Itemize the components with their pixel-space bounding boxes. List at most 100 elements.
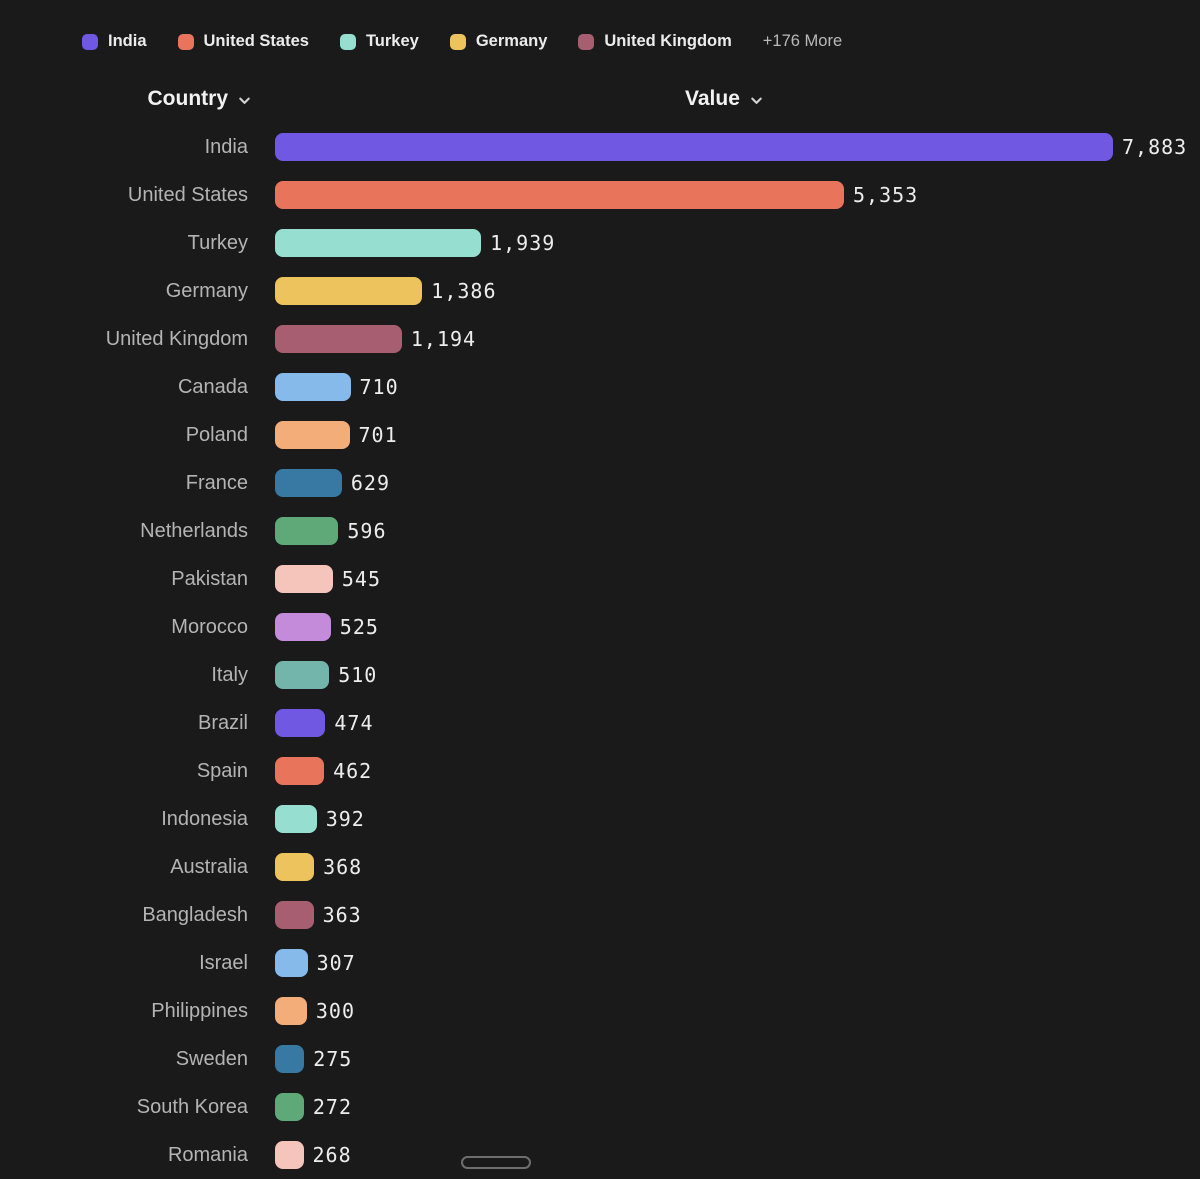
bar[interactable] — [275, 469, 342, 497]
row-label: United Kingdom — [105, 327, 248, 350]
bar-rows: India 7,883 United States 5,353 Turkey 1,939 G… — [0, 123, 1200, 1179]
bar-value: 462 — [333, 759, 373, 783]
legend-item[interactable]: United States — [177, 32, 309, 51]
legend-swatch — [339, 33, 356, 50]
bar-value: 275 — [313, 1047, 353, 1071]
table-row: Indonesia 392 — [0, 795, 1200, 843]
table-row: Italy 510 — [0, 651, 1200, 699]
table-row: Canada 710 — [0, 363, 1200, 411]
row-label: Sweden — [175, 1047, 248, 1070]
table-row: Spain 462 — [0, 747, 1200, 795]
bar[interactable] — [275, 1093, 304, 1121]
row-label: India — [204, 135, 248, 158]
legend-swatch — [177, 33, 194, 50]
legend-more[interactable]: +176 More — [762, 32, 843, 50]
bar[interactable] — [275, 709, 326, 737]
country-column-header[interactable]: Country — [0, 84, 252, 114]
row-label: Bangladesh — [142, 903, 248, 926]
row-label: Romania — [167, 1143, 248, 1166]
row-label: Netherlands — [140, 519, 248, 542]
value-column-header[interactable]: Value — [685, 84, 764, 114]
bar[interactable] — [275, 757, 325, 785]
bar-value: 1,386 — [431, 279, 497, 303]
bar[interactable] — [275, 901, 314, 929]
row-label: Israel — [199, 951, 248, 974]
legend-swatch — [449, 33, 466, 50]
table-row: United Kingdom 1,194 — [0, 315, 1200, 363]
bar[interactable] — [275, 997, 307, 1025]
bar[interactable] — [275, 1045, 305, 1073]
bar[interactable] — [275, 949, 308, 977]
table-row: Netherlands 596 — [0, 507, 1200, 555]
table-row: Philippines 300 — [0, 987, 1200, 1035]
table-row: Germany 1,386 — [0, 267, 1200, 315]
bar[interactable] — [275, 325, 402, 353]
legend-item-label: Germany — [475, 32, 548, 50]
bar-value: 272 — [312, 1095, 353, 1119]
bar-value: 474 — [334, 711, 374, 735]
bar[interactable] — [275, 133, 1113, 161]
bar[interactable] — [275, 373, 351, 401]
table-row: South Korea 272 — [0, 1083, 1200, 1131]
value-column-label: Value — [685, 87, 740, 110]
row-label: Turkey — [187, 231, 248, 254]
row-label: Italy — [211, 663, 248, 686]
bar[interactable] — [275, 277, 423, 305]
bar-value: 363 — [322, 903, 362, 927]
legend-item[interactable]: Turkey — [339, 32, 419, 51]
row-label: Germany — [165, 279, 248, 302]
bar-value: 1,939 — [490, 231, 556, 255]
bar[interactable] — [275, 517, 339, 545]
row-label: Spain — [196, 759, 248, 782]
table-row: Bangladesh 363 — [0, 891, 1200, 939]
table-row: Morocco 525 — [0, 603, 1200, 651]
bar-value: 300 — [315, 999, 356, 1023]
row-label: Australia — [170, 855, 248, 878]
chevron-down-icon — [237, 93, 252, 108]
table-row: Australia 368 — [0, 843, 1200, 891]
legend-item-label: United States — [203, 32, 309, 50]
bar-value: 7,883 — [1122, 135, 1188, 159]
bar-value: 525 — [339, 615, 379, 639]
bar-value: 701 — [358, 423, 398, 447]
bar-value: 510 — [338, 663, 378, 687]
row-label: Morocco — [171, 615, 248, 638]
legend-item[interactable]: United Kingdom — [578, 32, 732, 51]
row-label: Indonesia — [161, 807, 248, 830]
bar[interactable] — [275, 613, 331, 641]
legend-swatch — [578, 33, 595, 50]
bar-value: 392 — [325, 807, 365, 831]
table-row: Turkey 1,939 — [0, 219, 1200, 267]
bar[interactable] — [275, 853, 315, 881]
bar[interactable] — [275, 229, 482, 257]
row-label: Philippines — [151, 999, 248, 1022]
bar-value: 5,353 — [853, 183, 919, 207]
bar[interactable] — [275, 181, 844, 209]
legend-swatch — [82, 33, 98, 50]
chevron-down-icon — [749, 93, 764, 108]
table-row: Pakistan 545 — [0, 555, 1200, 603]
table-row: India 7,883 — [0, 123, 1200, 171]
bar[interactable] — [275, 661, 330, 689]
bar[interactable] — [275, 421, 350, 449]
bar[interactable] — [275, 565, 333, 593]
legend-item[interactable]: India — [82, 32, 147, 51]
row-label: France — [185, 471, 248, 494]
row-label: Brazil — [197, 711, 248, 734]
legend-item-label: Turkey — [365, 32, 419, 50]
country-column-label: Country — [147, 87, 229, 110]
row-label: South Korea — [136, 1095, 248, 1118]
table-row: Poland 701 — [0, 411, 1200, 459]
bar[interactable] — [275, 1141, 304, 1169]
row-label: Pakistan — [171, 567, 248, 590]
row-label: Canada — [177, 375, 248, 398]
bar-value: 307 — [316, 951, 356, 975]
table-row: Israel 307 — [0, 939, 1200, 987]
bar[interactable] — [275, 805, 317, 833]
horizontal-scrollbar[interactable] — [461, 1156, 531, 1169]
legend: India United States Turkey Germany United Ki… — [82, 32, 842, 51]
table-row: Sweden 275 — [0, 1035, 1200, 1083]
legend-item[interactable]: Germany — [449, 32, 548, 51]
bar-value: 368 — [323, 855, 363, 879]
